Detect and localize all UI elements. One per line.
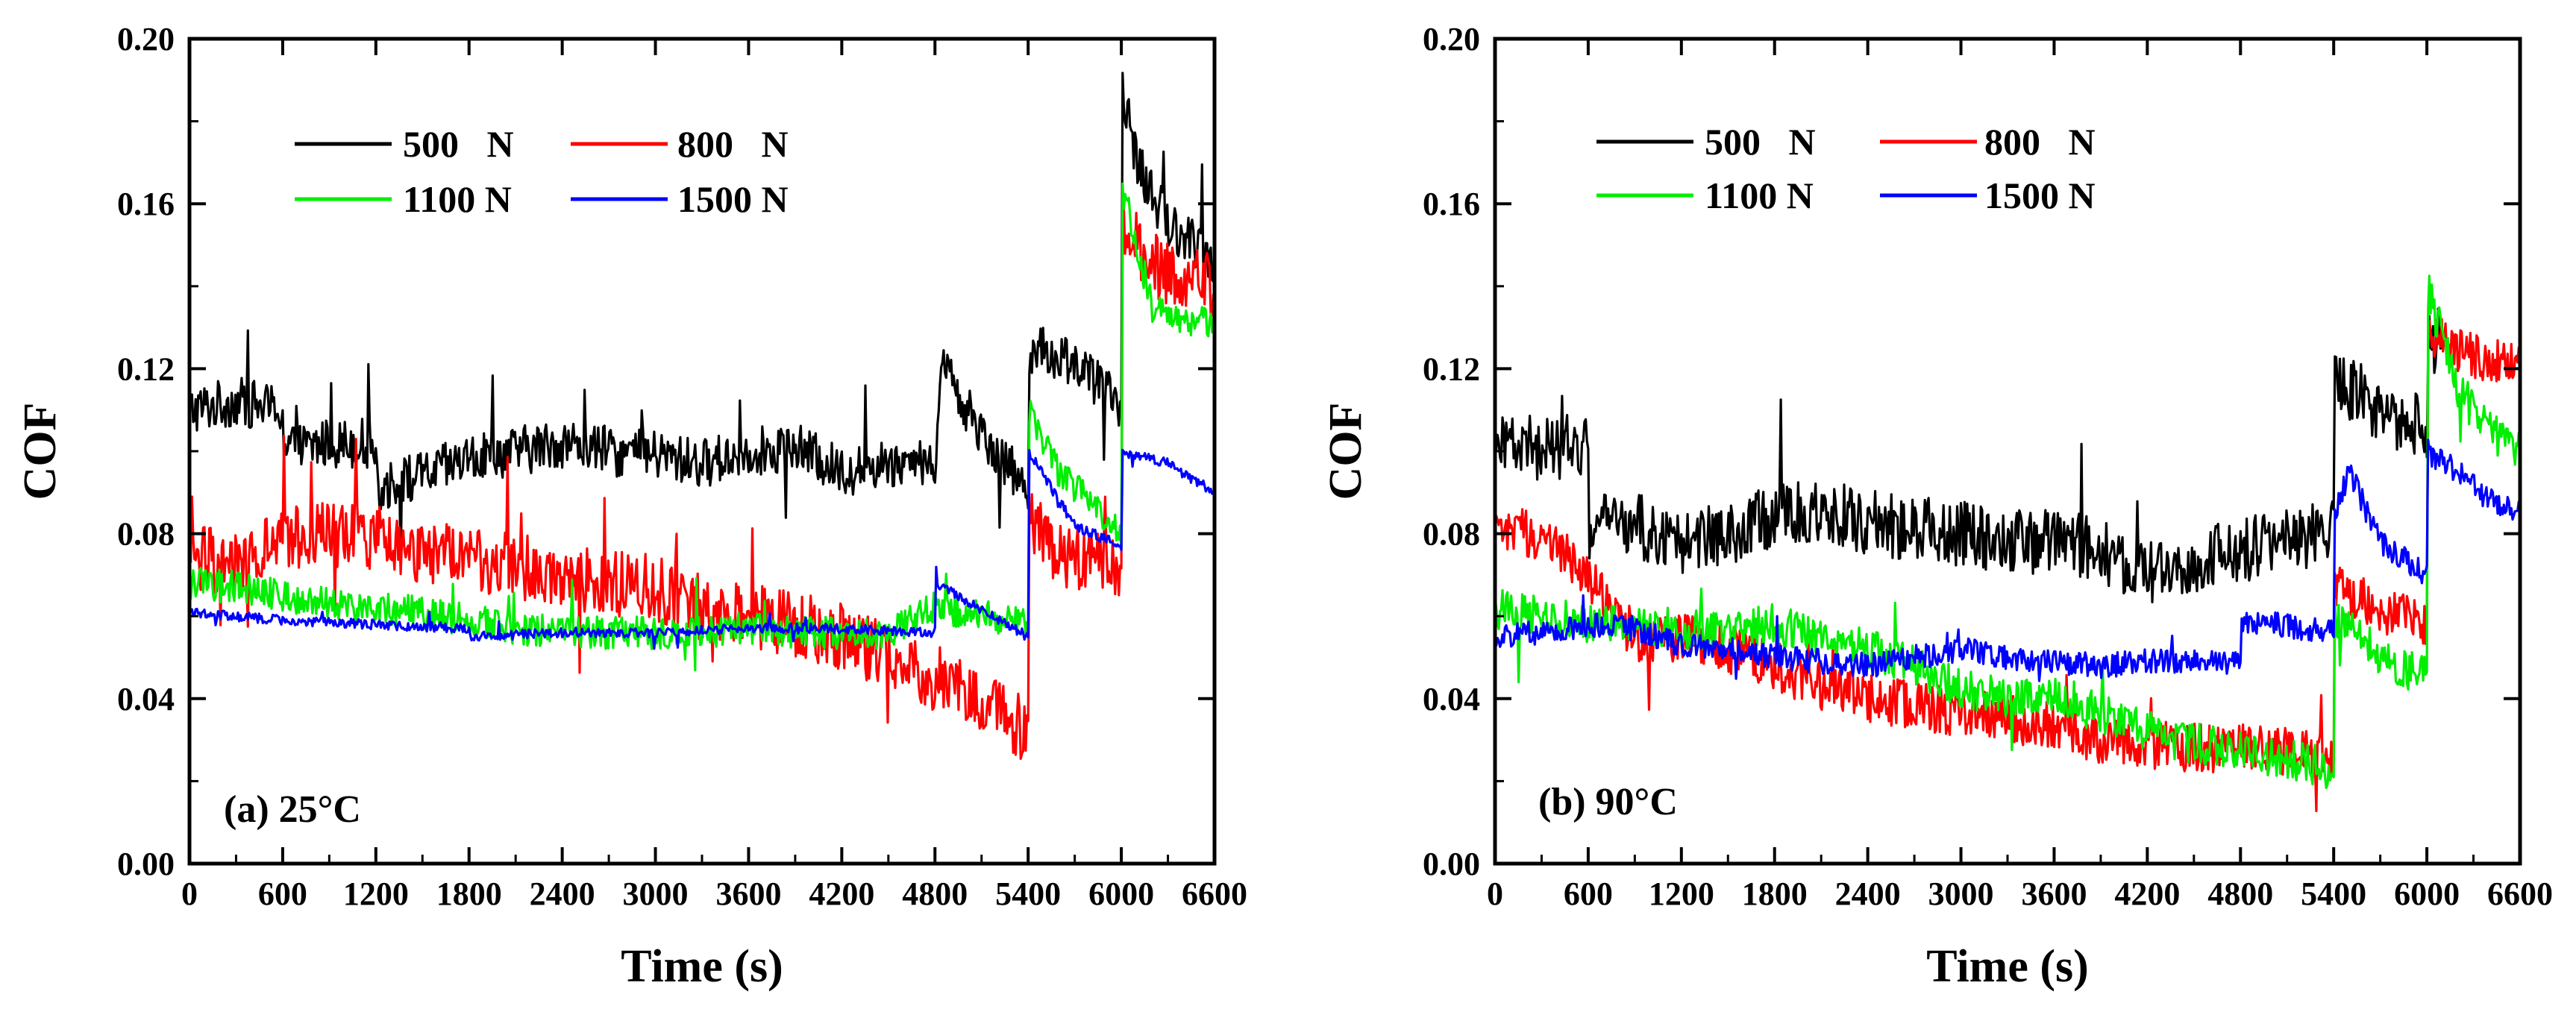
panel-a-y-tick-label: 0.04 bbox=[117, 681, 175, 717]
panel-a-series-1500n bbox=[189, 448, 1216, 650]
panel-b-x-tick-label: 5400 bbox=[2301, 876, 2366, 912]
panel-b-x-tick-label: 1800 bbox=[1742, 876, 1808, 912]
panel-a-series-800n bbox=[188, 204, 1216, 760]
panel-a-y-tick-label: 0.20 bbox=[117, 21, 175, 57]
panel-a-x-tick-label: 0 bbox=[181, 876, 198, 912]
panel-a-x-tick-label: 600 bbox=[258, 876, 307, 912]
panel-b-x-axis-title: Time (s) bbox=[1926, 941, 2089, 992]
panel-a-series-layer bbox=[188, 72, 1216, 760]
panel-a-legend-label-500n: 500 N bbox=[403, 123, 514, 165]
panel-a-x-tick-label: 1200 bbox=[343, 876, 409, 912]
panel-a-x-tick-label: 6000 bbox=[1088, 876, 1154, 912]
panel-b-legend-label-1100n: 1100 N bbox=[1705, 175, 1814, 216]
panel-a-x-tick-label: 3000 bbox=[623, 876, 689, 912]
panel-a-series-500n bbox=[188, 72, 1216, 568]
panel-b-y-tick-label: 0.12 bbox=[1423, 351, 1480, 387]
panel-a-x-tick-label: 4800 bbox=[902, 876, 968, 912]
panel-a-x-ticks: 0 600 1200 1800 2400 3000 3600 4200 4800 5400 6000… bbox=[181, 39, 1247, 912]
panel-b-x-ticks: 0 600 1200 1800 2400 3000 3600 4200 4800 5400 6000… bbox=[1487, 39, 2553, 912]
panel-a-legend: 500 N 800 N 1100 N 1500 N bbox=[295, 123, 789, 220]
panel-b-y-tick-label: 0.04 bbox=[1423, 681, 1480, 717]
panel-a-legend-label-1100n: 1100 N bbox=[403, 178, 512, 220]
panel-b: 0 600 1200 1800 2400 3000 3600 4200 4800 5400 6000… bbox=[1320, 21, 2553, 992]
panel-b-x-tick-label: 3600 bbox=[2021, 876, 2087, 912]
panel-b-x-tick-label: 4800 bbox=[2207, 876, 2273, 912]
panel-a-x-tick-label: 5400 bbox=[995, 876, 1061, 912]
panel-a-x-tick-label: 2400 bbox=[530, 876, 595, 912]
panel-b-series-800n bbox=[1494, 318, 2522, 813]
panel-a-x-tick-label: 4200 bbox=[809, 876, 874, 912]
panel-a: 0 600 1200 1800 2400 3000 3600 4200 4800 5400 6000… bbox=[15, 21, 1247, 992]
panel-a-x-tick-label: 3600 bbox=[715, 876, 781, 912]
panel-b-y-tick-label: 0.16 bbox=[1423, 186, 1480, 222]
panel-a-y-ticks: 0.00 0.04 0.08 0.12 0.16 0.20 bbox=[117, 21, 1215, 882]
panel-a-y-tick-label: 0.12 bbox=[117, 351, 175, 387]
panel-b-x-tick-label: 6000 bbox=[2394, 876, 2460, 912]
panel-b-series-1500n bbox=[1494, 439, 2522, 682]
panel-a-legend-label-1500n: 1500 N bbox=[677, 178, 789, 220]
panel-b-x-tick-label: 2400 bbox=[1835, 876, 1901, 912]
panel-b-condition-label: (b) 90°C bbox=[1538, 781, 1678, 823]
panel-a-y-tick-label: 0.08 bbox=[117, 516, 175, 553]
panel-b-legend: 500 N 800 N 1100 N 1500 N bbox=[1596, 121, 2096, 216]
panel-b-legend-label-1500n: 1500 N bbox=[1984, 175, 2096, 216]
panel-b-x-tick-label: 6600 bbox=[2487, 876, 2553, 912]
panel-b-legend-label-800n: 800 N bbox=[1984, 121, 2096, 163]
panel-b-x-tick-label: 3000 bbox=[1928, 876, 1994, 912]
panel-b-x-tick-label: 1200 bbox=[1649, 876, 1714, 912]
panel-a-series-1100n bbox=[188, 182, 1216, 672]
panel-b-y-axis-title: COF bbox=[1320, 403, 1371, 500]
panel-a-condition-label: (a) 25°C bbox=[224, 788, 361, 831]
panel-a-y-axis-title: COF bbox=[15, 403, 66, 500]
panel-b-legend-label-500n: 500 N bbox=[1705, 121, 1816, 163]
panel-a-y-tick-label: 0.00 bbox=[117, 846, 175, 882]
panel-b-y-tick-label: 0.20 bbox=[1423, 21, 1480, 57]
panel-a-y-tick-label: 0.16 bbox=[117, 186, 175, 222]
panel-b-y-tick-label: 0.08 bbox=[1423, 516, 1480, 553]
panel-a-x-axis-title: Time (s) bbox=[621, 941, 783, 992]
panel-a-x-tick-label: 1800 bbox=[436, 876, 502, 912]
panel-b-series-500n bbox=[1494, 307, 2443, 603]
panel-b-x-tick-label: 4200 bbox=[2114, 876, 2180, 912]
panel-a-x-tick-label: 6600 bbox=[1182, 876, 1247, 912]
panel-b-y-ticks: 0.00 0.04 0.08 0.12 0.16 0.20 bbox=[1423, 21, 2520, 882]
panel-b-x-tick-label: 600 bbox=[1564, 876, 1613, 912]
panel-a-legend-label-800n: 800 N bbox=[677, 123, 789, 165]
panel-b-x-tick-label: 0 bbox=[1487, 876, 1503, 912]
panel-b-y-tick-label: 0.00 bbox=[1423, 846, 1480, 882]
panel-b-series-layer bbox=[1494, 274, 2522, 813]
